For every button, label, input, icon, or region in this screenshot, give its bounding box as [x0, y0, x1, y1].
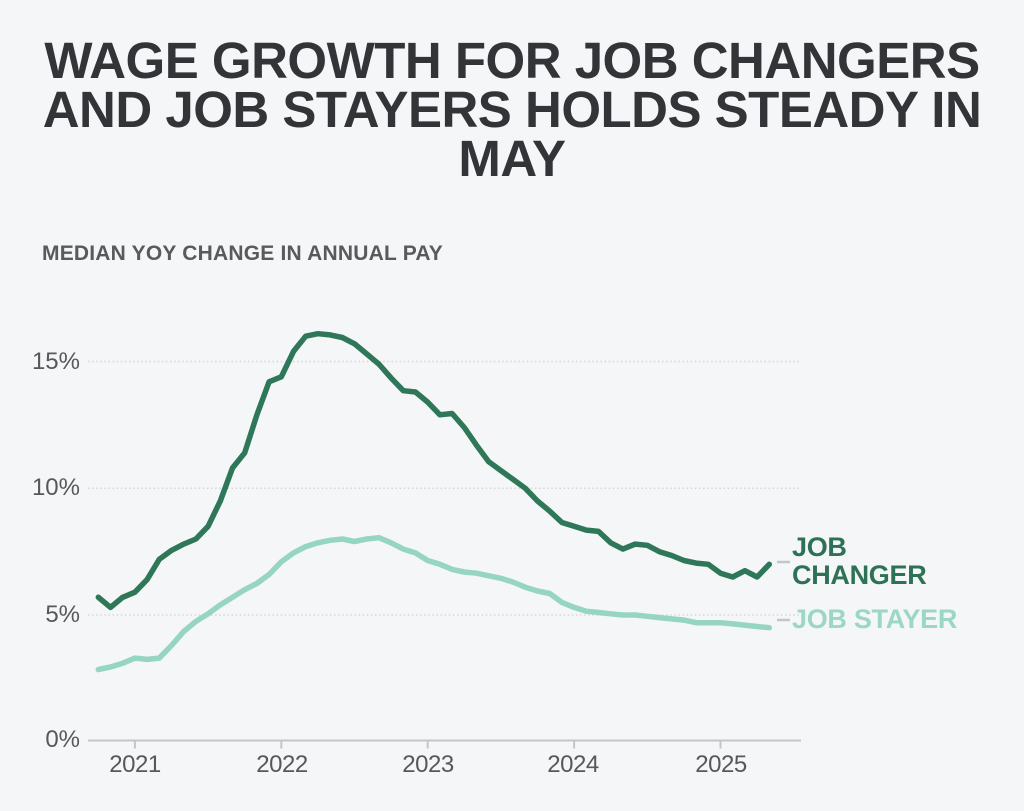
legend-job-changer: JOB CHANGER — [792, 532, 927, 590]
legend-job-changer-line-1: JOB — [792, 532, 847, 562]
y-axis-label-15: 15% — [31, 348, 80, 375]
y-axis-label-5: 5% — [45, 601, 80, 628]
chart-title: WAGE GROWTH FOR JOB CHANGERS AND JOB STA… — [0, 32, 1024, 187]
job-stayer-line — [95, 534, 773, 673]
job-changer-line — [95, 330, 773, 611]
x-axis-label-2023: 2023 — [402, 751, 454, 778]
chart-subtitle: MEDIAN YOY CHANGE IN ANNUAL PAY — [42, 242, 443, 265]
x-axis-label-2021: 2021 — [109, 751, 161, 778]
x-axis-label-2024: 2024 — [547, 751, 599, 778]
x-axis-label-2025: 2025 — [695, 751, 747, 778]
y-axis-label-0: 0% — [45, 726, 80, 753]
x-axis-label-2022: 2022 — [256, 751, 308, 778]
chart-title-line-2: AND JOB STAYERS HOLDS STEADY IN — [42, 81, 982, 138]
legend-job-stayer: JOB STAYER — [792, 604, 958, 634]
chart-title-line-1: WAGE GROWTH FOR JOB CHANGERS — [44, 32, 980, 89]
legend-job-changer-line-2: CHANGER — [792, 559, 927, 590]
chart-title-line-3: MAY — [458, 130, 566, 187]
y-axis-label-10: 10% — [31, 474, 80, 501]
